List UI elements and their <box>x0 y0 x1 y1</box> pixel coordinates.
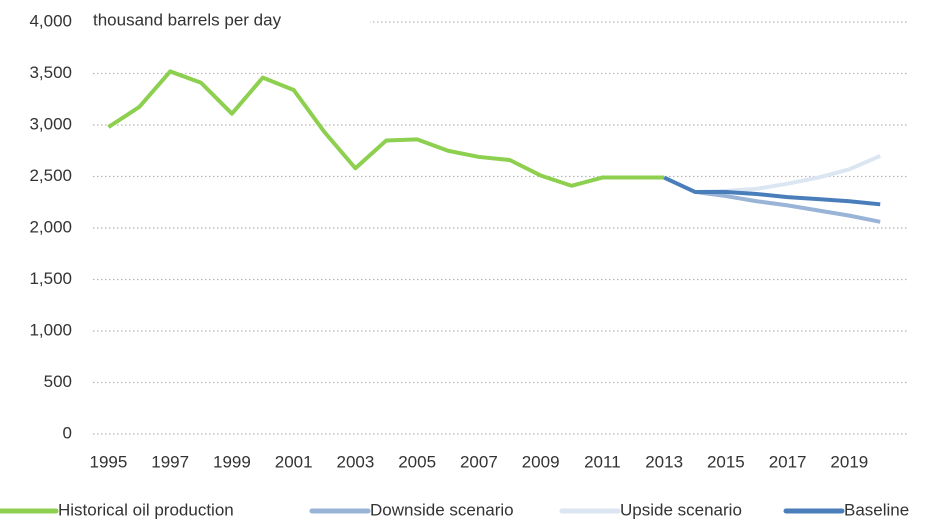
legend-label: Upside scenario <box>620 500 742 519</box>
x-tick-label: 2007 <box>460 452 498 471</box>
x-tick-label: 1997 <box>151 452 189 471</box>
y-tick-label: 500 <box>44 372 72 391</box>
y-tick-label: 3,500 <box>29 63 72 82</box>
legend-label: Downside scenario <box>370 500 514 519</box>
x-tick-label: 1999 <box>213 452 251 471</box>
series-line <box>107 69 665 188</box>
x-tick-label: 2011 <box>584 452 621 471</box>
y-axis-label: thousand barrels per day <box>93 10 282 29</box>
grid-layer <box>93 21 908 435</box>
y-tick-label: 3,000 <box>29 114 72 133</box>
x-tick-label: 2001 <box>275 452 313 471</box>
series-line <box>694 154 882 194</box>
y-tick-label: 4,000 <box>29 11 72 30</box>
series-line <box>694 189 881 224</box>
y-tick-label: 0 <box>63 423 72 442</box>
x-tick-label: 2003 <box>336 452 374 471</box>
x-tick-label: 2019 <box>830 452 868 471</box>
y-tick-label: 2,500 <box>29 166 72 185</box>
y-tick-label: 1,000 <box>29 320 72 339</box>
legend-label: Baseline <box>844 500 909 519</box>
x-tick-label: 2013 <box>645 452 683 471</box>
label-backdrop <box>86 8 370 36</box>
y-tick-label: 1,500 <box>29 269 72 288</box>
legend-label: Historical oil production <box>58 500 234 519</box>
x-tick-label: 2009 <box>522 452 560 471</box>
series-line <box>663 175 881 207</box>
x-tick-label: 1995 <box>90 452 128 471</box>
x-tick-label: 2005 <box>398 452 436 471</box>
x-tick-label: 2015 <box>707 452 745 471</box>
y-tick-label: 2,000 <box>29 217 72 236</box>
x-tick-label: 2017 <box>769 452 807 471</box>
